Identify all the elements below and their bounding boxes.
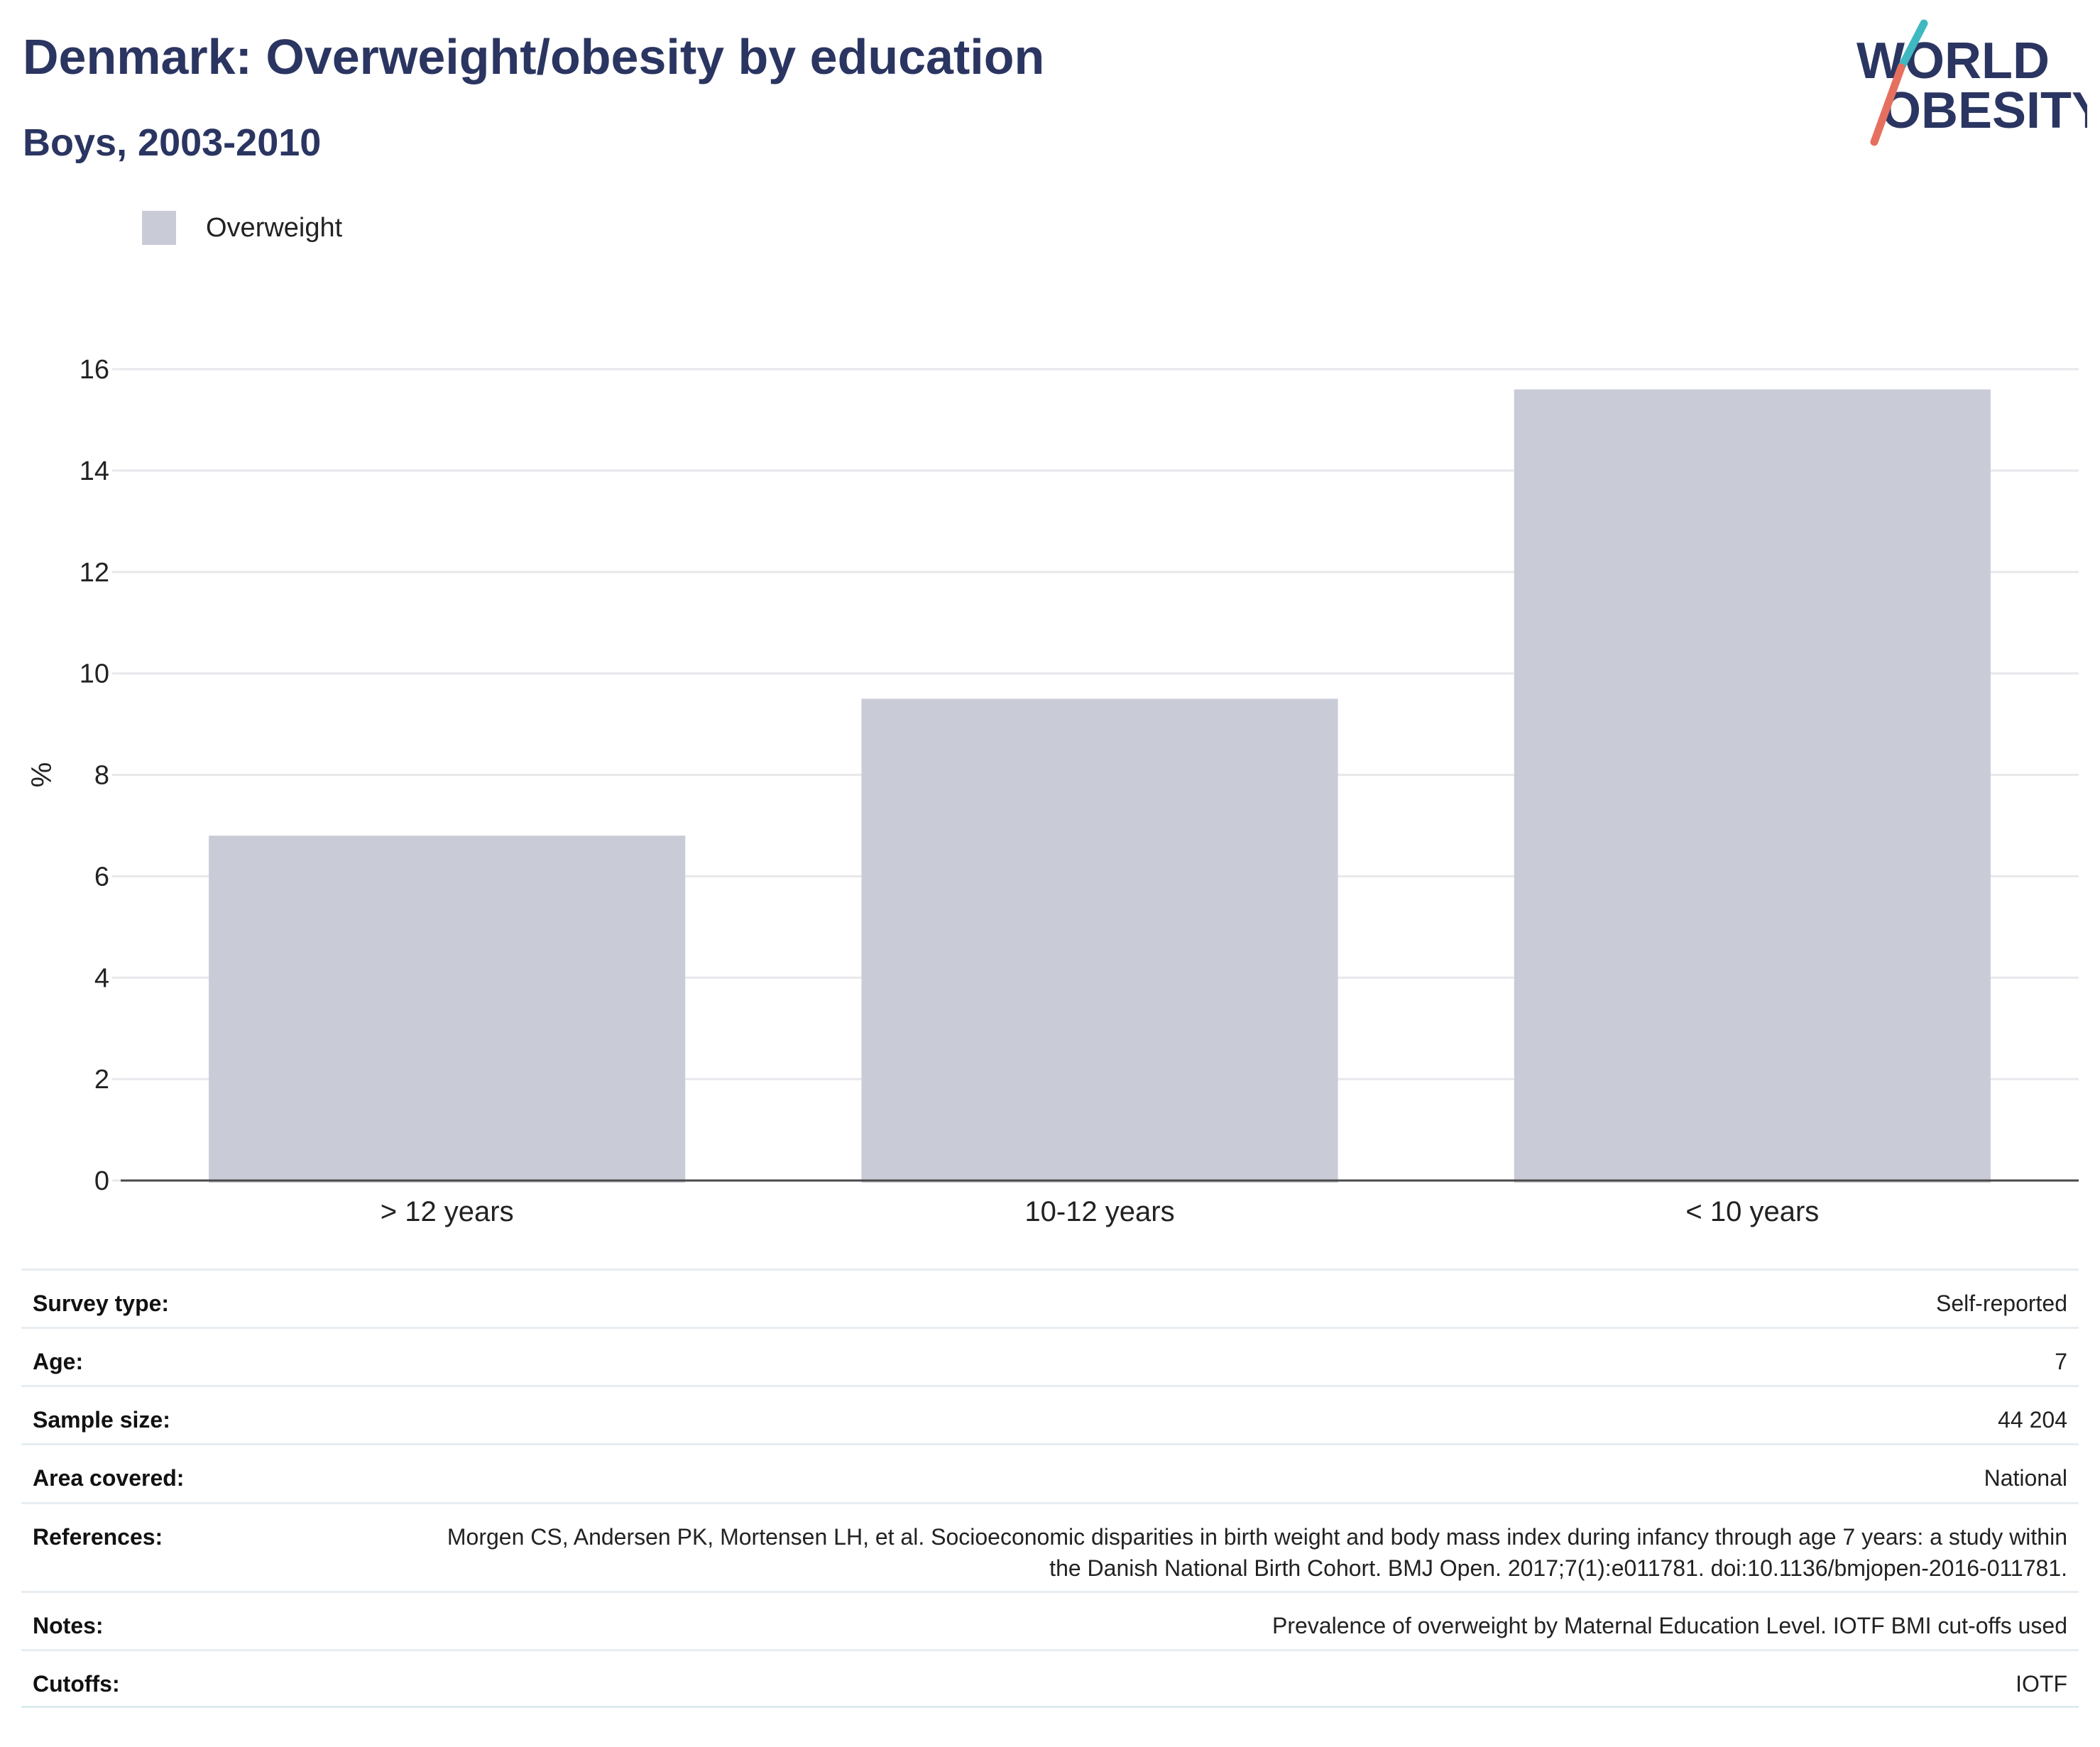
metadata-row: References: Morgen CS, Andersen PK, Morte…: [21, 1502, 2079, 1591]
page-subtitle: Boys, 2003-2010: [23, 121, 322, 164]
metadata-value: Self-reported: [1936, 1291, 2067, 1316]
logo-line2: OBESITY: [1881, 82, 2087, 139]
metadata-table: Survey type: Self-reported Age: 7 Sample siz…: [21, 1269, 2079, 1708]
metadata-label: Age:: [33, 1349, 84, 1374]
bar-chart: 0 2 4 6 8 10 12 14 16 > 12 years 10-12 years < 10 y…: [26, 355, 2079, 1227]
legend-label-overweight: Overweight: [206, 212, 343, 243]
bar-1: [861, 699, 1338, 1183]
metadata-label: Survey type:: [33, 1291, 170, 1316]
x-tick-label: < 10 years: [1685, 1196, 1819, 1227]
bar-0: [209, 836, 686, 1183]
metadata-row: Cutoffs: IOTF: [21, 1649, 2079, 1708]
y-axis-label: %: [26, 762, 58, 788]
metadata-value: IOTF: [2016, 1671, 2067, 1697]
metadata-label: Notes:: [33, 1613, 104, 1638]
metadata-label: Cutoffs:: [33, 1671, 120, 1697]
label-layer: 0 2 4 6 8 10 12 14 16 > 12 years 10-12 years < 10 y…: [26, 355, 1819, 1227]
y-tick-label: 12: [80, 558, 109, 588]
y-tick-label: 10: [80, 659, 109, 689]
logo-line1: WORLD: [1856, 33, 2050, 89]
y-tick-label: 0: [94, 1166, 109, 1196]
metadata-value: 7: [2055, 1349, 2067, 1374]
metadata-value: National: [1984, 1465, 2067, 1491]
x-tick-label: 10-12 years: [1024, 1196, 1174, 1227]
axis-layer: [112, 368, 2079, 1182]
y-tick-label: 2: [94, 1065, 109, 1095]
metadata-value: 44 204: [1998, 1407, 2067, 1433]
metadata-row: Notes: Prevalence of overweight by Matern…: [21, 1591, 2079, 1649]
metadata-row: Age: 7: [21, 1327, 2079, 1385]
y-tick-label: 14: [80, 456, 109, 486]
metadata-label: Sample size:: [33, 1407, 170, 1433]
world-obesity-logo: WORLD OBESITY: [1846, 18, 2100, 153]
legend-swatch-overweight: [142, 211, 176, 245]
metadata-value: Prevalence of overweight by Maternal Edu…: [1272, 1613, 2067, 1638]
metadata-label: Area covered:: [33, 1465, 185, 1491]
metadata-label: References:: [33, 1524, 163, 1550]
bar-2: [1514, 389, 1991, 1183]
y-tick-label: 6: [94, 862, 109, 892]
x-tick-label: > 12 years: [381, 1196, 514, 1227]
chart-legend: Overweight: [142, 210, 342, 246]
y-tick-label: 8: [94, 761, 109, 791]
logo-slash-bottom: [1870, 63, 1905, 146]
metadata-row: Sample size: 44 204: [21, 1385, 2079, 1443]
metadata-row: Area covered: National: [21, 1443, 2079, 1502]
page-title: Denmark: Overweight/obesity by education: [23, 29, 1045, 84]
y-tick-label: 16: [80, 355, 109, 385]
bar-layer: [209, 389, 1991, 1183]
y-tick-label: 4: [94, 963, 109, 993]
metadata-value: Morgen CS, Andersen PK, Mortensen LH, et…: [447, 1524, 2067, 1581]
logo-slash-top: [1897, 19, 1928, 72]
metadata-row: Survey type: Self-reported: [21, 1269, 2079, 1327]
world-obesity-logo-svg: WORLD OBESITY: [1856, 19, 2100, 146]
